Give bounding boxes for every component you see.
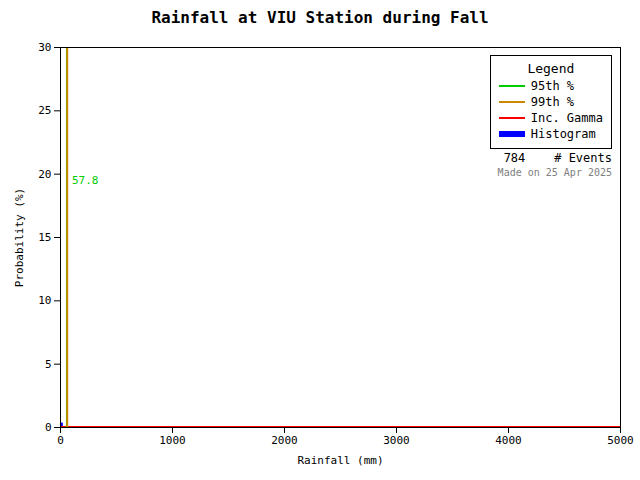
- svg-text:5000: 5000: [607, 434, 634, 447]
- svg-text:15: 15: [38, 231, 51, 244]
- html-text:Inc. Gamma: Inc. Gamma: [530, 111, 603, 125]
- svg-text:5: 5: [45, 358, 52, 371]
- html-text:784 # Events: 784 # Events: [503, 151, 612, 165]
- svg-text:2000: 2000: [271, 434, 298, 447]
- svg-text:Probability (%): Probability (%): [13, 188, 26, 287]
- svg-text:3000: 3000: [383, 434, 410, 447]
- html-text:Made on 25 Apr 2025: Made on 25 Apr 2025: [497, 167, 612, 178]
- svg-text:10: 10: [38, 294, 51, 307]
- svg-text:Rainfall (mm): Rainfall (mm): [297, 454, 383, 467]
- svg-text:0: 0: [45, 421, 52, 434]
- svg-text:0: 0: [57, 434, 64, 447]
- html-text:99th %: 99th %: [530, 95, 575, 109]
- html-text:Histogram: Histogram: [530, 127, 596, 141]
- svg-text:57.8: 57.8: [72, 174, 99, 187]
- svg-text:4000: 4000: [495, 434, 522, 447]
- svg-text:25: 25: [38, 104, 51, 117]
- svg-text:30: 30: [38, 41, 51, 54]
- svg-text:1000: 1000: [159, 434, 186, 447]
- html-text:Legend: Legend: [527, 61, 575, 76]
- svg-text:20: 20: [38, 168, 51, 181]
- html-text:Rainfall at VIU Station during: Rainfall at VIU Station during Fall: [151, 8, 489, 27]
- html-text:95th %: 95th %: [530, 79, 575, 93]
